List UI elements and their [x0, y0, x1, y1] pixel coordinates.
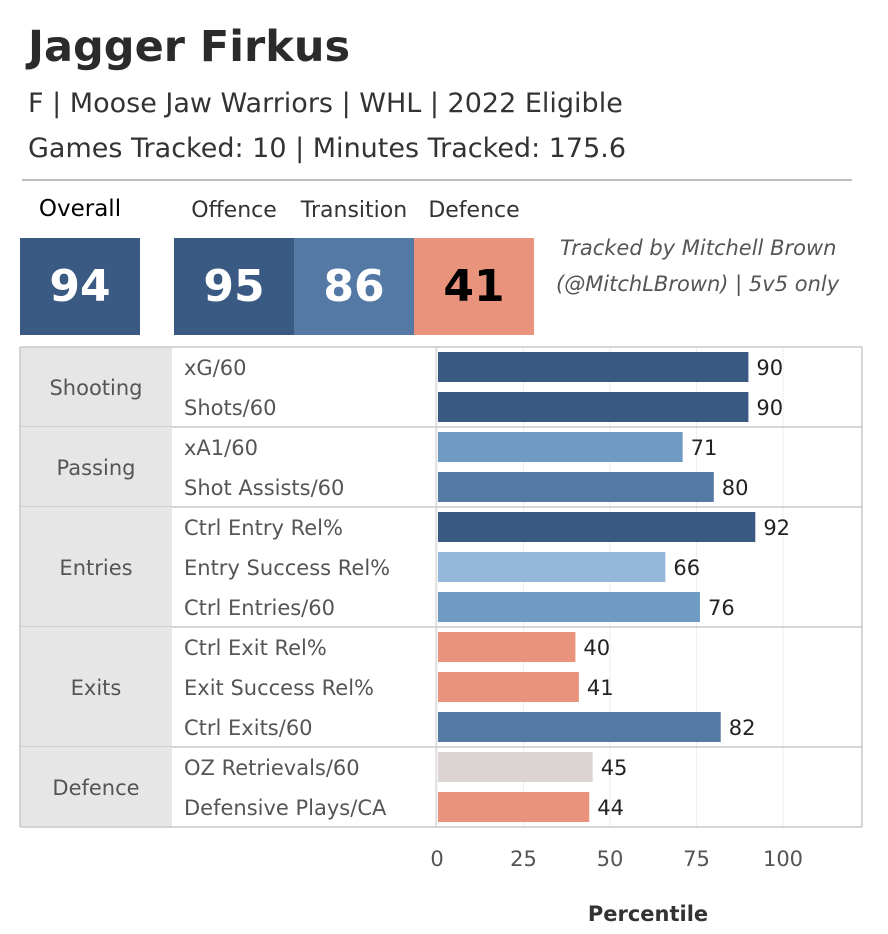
offence-label: Offence [191, 198, 277, 223]
bar [438, 592, 700, 622]
metric-label: xA1/60 [184, 436, 258, 460]
bar-value-label: 41 [587, 676, 614, 700]
metric-label: Ctrl Exit Rel% [184, 636, 327, 660]
credit-line-2: (@MitchLBrown) | 5v5 only [556, 272, 840, 296]
group-label-bg [20, 347, 172, 427]
group-label: Exits [71, 676, 122, 700]
bar-value-label: 76 [708, 596, 735, 620]
x-tick-label: 0 [430, 847, 443, 871]
x-axis-title: Percentile [588, 902, 708, 926]
group-label: Passing [57, 456, 136, 480]
x-tick-label: 50 [597, 847, 624, 871]
overall-label: Overall [38, 196, 122, 222]
bar-value-label: 92 [763, 516, 790, 540]
bar [438, 512, 756, 542]
metric-label: Exit Success Rel% [184, 676, 374, 700]
transition-label: Transition [300, 198, 408, 223]
x-tick-label: 25 [510, 847, 537, 871]
bar-value-label: 44 [597, 796, 624, 820]
group-label: Entries [59, 556, 132, 580]
bar-value-label: 45 [601, 756, 628, 780]
group-label-bg [20, 747, 172, 827]
metric-label: Shots/60 [184, 396, 276, 420]
metric-label: Entry Success Rel% [184, 556, 390, 580]
bar-value-label: 80 [722, 476, 749, 500]
bar [438, 712, 721, 742]
bar [438, 752, 593, 782]
credit-line-1: Tracked by Mitchell Brown [560, 236, 837, 260]
metric-label: OZ Retrievals/60 [184, 756, 360, 780]
metric-label: Ctrl Exits/60 [184, 716, 313, 740]
bar [438, 472, 714, 502]
overall-score: 94 [20, 238, 140, 335]
metric-label: Shot Assists/60 [184, 476, 344, 500]
bar-value-label: 71 [691, 436, 718, 460]
metric-label: xG/60 [184, 356, 247, 380]
group-label-bg [20, 507, 172, 627]
transition-score: 86 [294, 238, 414, 335]
bar [438, 432, 683, 462]
metric-label: Ctrl Entries/60 [184, 596, 335, 620]
defence-score: 41 [414, 238, 534, 335]
bar [438, 632, 576, 662]
x-tick-label: 100 [763, 847, 803, 871]
metric-label: Ctrl Entry Rel% [184, 516, 343, 540]
player-name: Jagger Firkus [28, 22, 351, 72]
bar [438, 392, 749, 422]
offence-score: 95 [174, 238, 294, 335]
tracking-info: Games Tracked: 10 | Minutes Tracked: 175… [28, 133, 627, 164]
bar [438, 352, 749, 382]
header-divider [22, 179, 852, 181]
x-tick-label: 75 [683, 847, 710, 871]
group-label-bg [20, 427, 172, 507]
bar-value-label: 66 [673, 556, 700, 580]
group-label: Defence [52, 776, 139, 800]
bar-value-label: 90 [756, 356, 783, 380]
bar-value-label: 40 [583, 636, 610, 660]
bar [438, 552, 666, 582]
player-info: F | Moose Jaw Warriors | WHL | 2022 Elig… [28, 88, 623, 119]
group-label: Shooting [49, 376, 142, 400]
defence-label: Defence [428, 198, 520, 223]
bar [438, 792, 590, 822]
group-label-bg [20, 627, 172, 747]
bar [438, 672, 579, 702]
metric-label: Defensive Plays/CA [184, 796, 387, 820]
bar-value-label: 90 [756, 396, 783, 420]
bar-value-label: 82 [729, 716, 756, 740]
